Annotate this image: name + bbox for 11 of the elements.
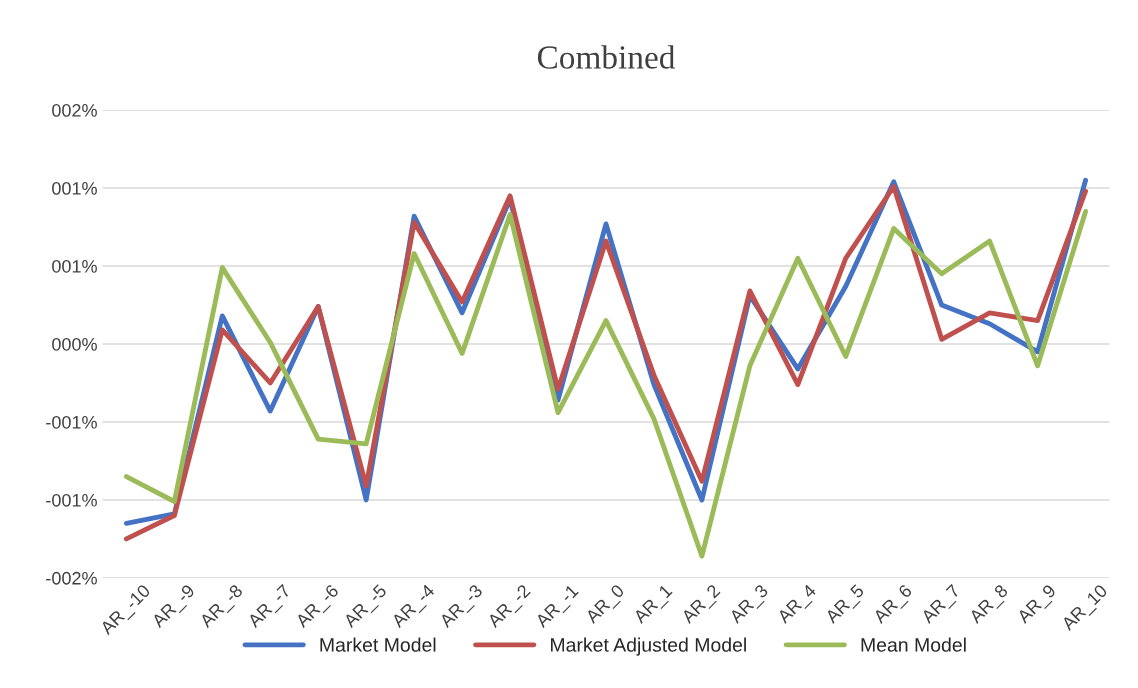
legend-label: Market Model <box>320 637 436 652</box>
y-tick-label: 000% <box>52 337 97 351</box>
y-tick-label: 001% <box>52 181 97 195</box>
y-tick-label: 001% <box>52 259 97 273</box>
chart-title: Combined <box>537 45 676 69</box>
y-tick-label: -001% <box>46 415 97 429</box>
legend-label: Mean Model <box>861 637 966 652</box>
y-tick-label: -001% <box>46 493 97 507</box>
legend-label: Market Adjusted Model <box>551 637 746 656</box>
y-tick-label: 002% <box>52 104 97 117</box>
y-tick-label: -002% <box>46 571 97 585</box>
